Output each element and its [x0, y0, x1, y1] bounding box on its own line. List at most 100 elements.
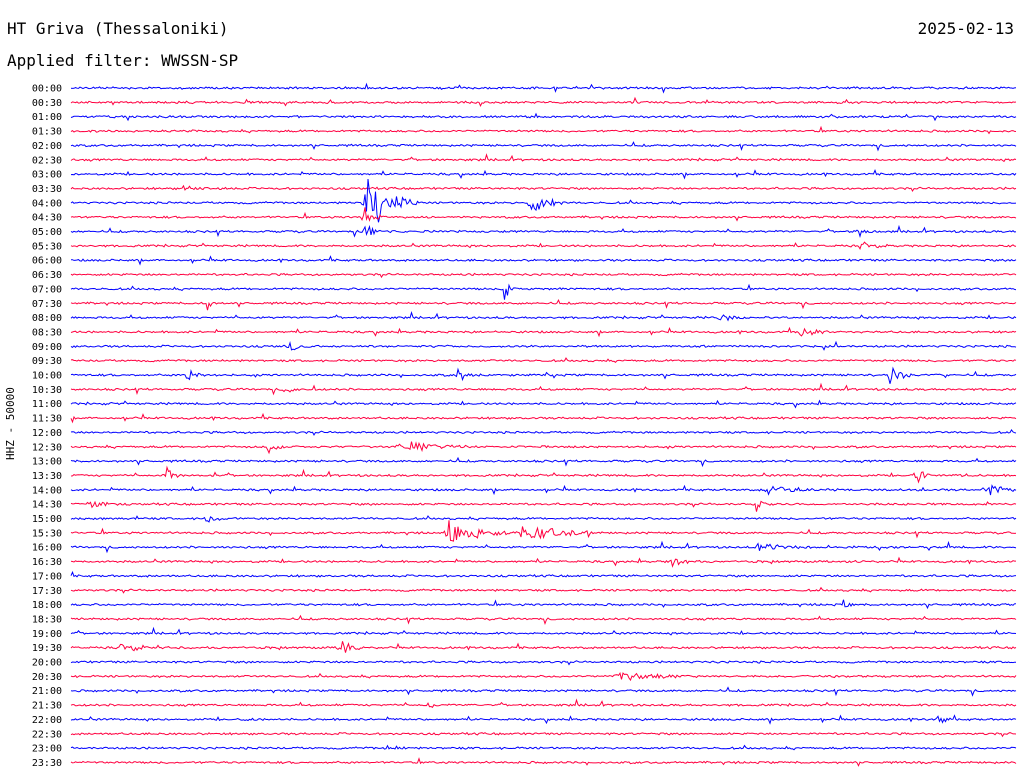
trace-row [70, 515, 1017, 523]
trace-row [70, 456, 1017, 468]
trace-row [70, 153, 1017, 163]
trace-row [70, 731, 1017, 738]
trace-row [70, 465, 1017, 484]
row-time-label: 12:00 [32, 428, 62, 439]
row-time-label: 02:00 [32, 141, 62, 152]
trace-row [70, 326, 1017, 338]
row-time-label: 08:00 [32, 313, 62, 324]
row-time-label: 09:00 [32, 342, 62, 353]
row-time-label: 11:30 [32, 414, 62, 425]
row-time-label: 01:30 [32, 127, 62, 138]
row-time-label: 03:00 [32, 170, 62, 181]
trace-row [70, 169, 1017, 180]
trace-row [70, 255, 1017, 266]
trace-row [70, 141, 1017, 152]
trace-row [70, 272, 1017, 279]
row-time-label: 22:00 [32, 715, 62, 726]
row-time-label: 03:30 [32, 184, 62, 195]
trace-row [70, 626, 1017, 636]
date-label: 2025-02-13 [917, 19, 1014, 38]
trace-row [70, 556, 1016, 568]
station-title: HT Griva (Thessaloniki) [7, 19, 229, 38]
row-time-label: 05:30 [32, 241, 62, 252]
trace-row [70, 283, 1017, 300]
trace-row [70, 366, 1017, 384]
trace-row [70, 599, 1017, 610]
row-time-label: 20:00 [32, 658, 62, 669]
trace-row [70, 484, 1017, 496]
filter-label: Applied filter: WWSSN-SP [7, 51, 239, 70]
trace-row [70, 412, 1017, 424]
row-time-label: 11:00 [32, 399, 62, 410]
row-time-label: 00:00 [32, 84, 62, 95]
trace-row [70, 441, 1017, 455]
trace-row [70, 184, 1017, 192]
trace-row [70, 570, 1017, 578]
trace-row [70, 340, 1017, 351]
trace-row [70, 241, 1017, 250]
row-time-label: 15:30 [32, 528, 62, 539]
trace-row [70, 500, 1017, 512]
row-time-label: 13:30 [32, 471, 62, 482]
trace-row [70, 399, 1017, 409]
row-time-label: 17:00 [32, 571, 62, 582]
trace-row [70, 520, 1017, 542]
trace-row [70, 540, 1017, 554]
row-time-label: 23:00 [32, 744, 62, 755]
row-time-label: 06:30 [32, 270, 62, 281]
trace-row [70, 112, 1017, 122]
row-time-label: 19:00 [32, 629, 62, 640]
trace-row [70, 744, 1017, 751]
trace-row [70, 224, 1017, 238]
trace-row [70, 586, 1017, 594]
row-time-label: 17:30 [32, 586, 62, 597]
trace-row [70, 299, 1017, 311]
row-time-label: 07:30 [32, 299, 62, 310]
row-time-label: 15:00 [32, 514, 62, 525]
row-time-label: 13:00 [32, 457, 62, 468]
row-time-label: 18:30 [32, 614, 62, 625]
row-time-label: 23:30 [32, 758, 62, 769]
trace-row [70, 96, 1017, 107]
row-time-label: 18:00 [32, 600, 62, 611]
row-time-label: 21:00 [32, 686, 62, 697]
trace-row [70, 178, 1017, 223]
row-time-label: 22:30 [32, 729, 62, 740]
trace-row [70, 698, 1017, 708]
row-time-label: 10:00 [32, 371, 62, 382]
row-time-label: 21:30 [32, 701, 62, 712]
row-time-label: 19:30 [32, 643, 62, 654]
row-time-label: 00:30 [32, 98, 62, 109]
trace-row [70, 357, 1017, 363]
trace-row [70, 686, 1017, 697]
row-time-label: 02:30 [32, 155, 62, 166]
row-time-label: 09:30 [32, 356, 62, 367]
trace-row [70, 428, 1017, 436]
trace-row [70, 82, 1017, 94]
row-time-label: 08:30 [32, 327, 62, 338]
row-time-label: 01:00 [32, 112, 62, 123]
trace-row [70, 714, 1017, 725]
trace-row [70, 671, 1017, 682]
trace-row [70, 614, 1017, 625]
row-time-label: 07:00 [32, 284, 62, 295]
trace-row [70, 660, 1016, 666]
trace-row [70, 641, 1017, 653]
row-time-label: 05:00 [32, 227, 62, 238]
trace-row [70, 382, 1017, 396]
row-time-label: 12:30 [32, 442, 62, 453]
row-time-label: 04:00 [32, 198, 62, 209]
row-time-label: 06:00 [32, 256, 62, 267]
row-time-label: 04:30 [32, 213, 62, 224]
trace-row [70, 125, 1017, 135]
row-time-label: 16:00 [32, 543, 62, 554]
trace-row [70, 757, 1017, 767]
row-time-label: 16:30 [32, 557, 62, 568]
trace-row [70, 207, 1017, 222]
row-time-label: 20:30 [32, 672, 62, 683]
trace-row [70, 311, 1017, 322]
row-time-label: 10:30 [32, 385, 62, 396]
row-time-label: 14:30 [32, 500, 62, 511]
